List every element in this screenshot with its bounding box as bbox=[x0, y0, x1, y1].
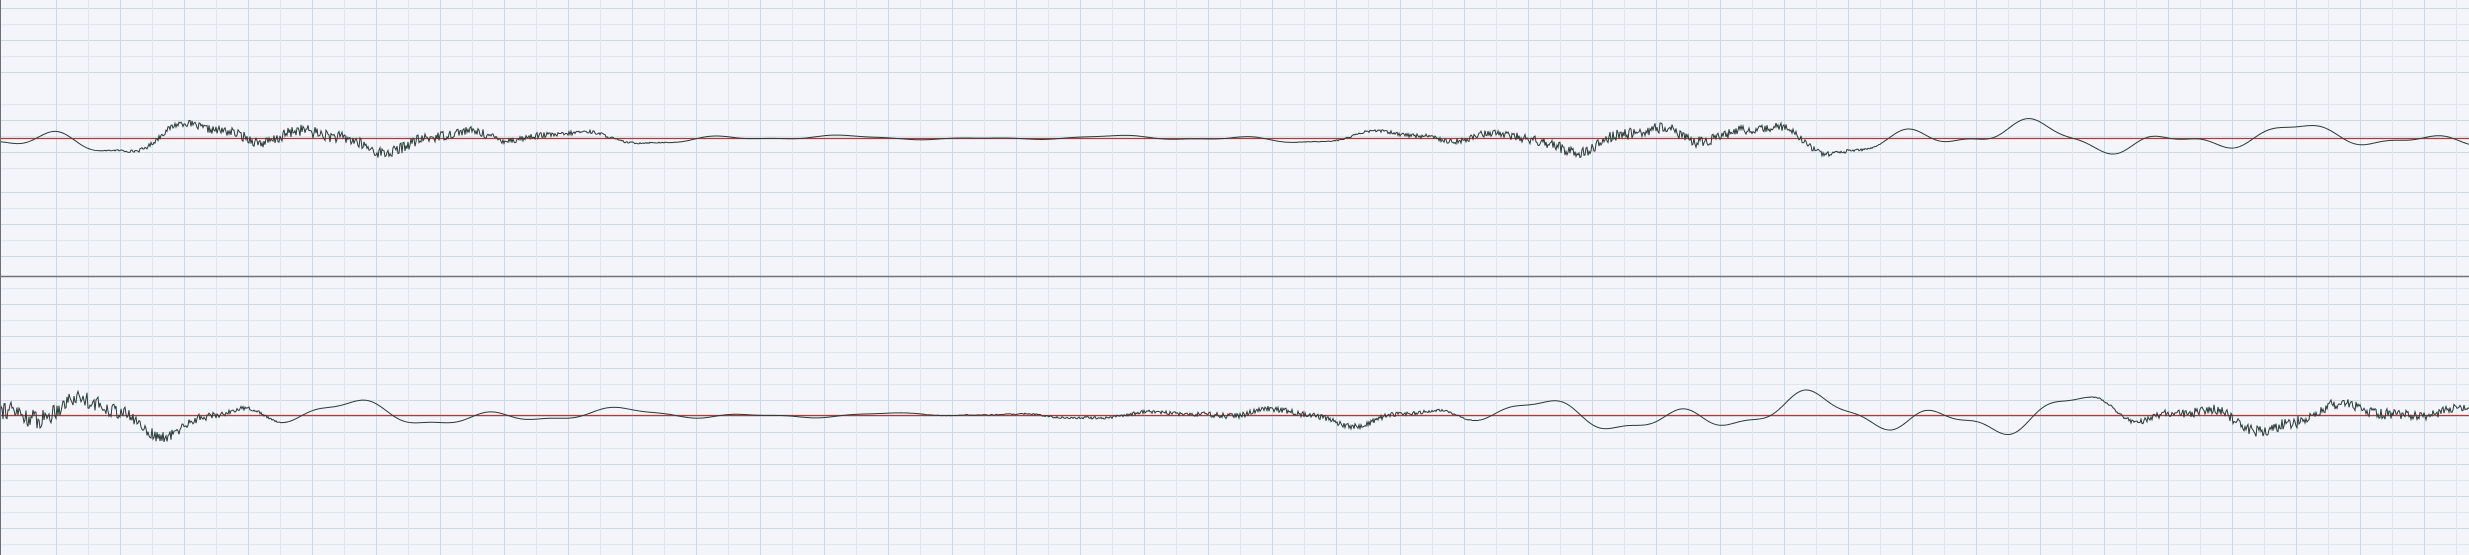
channel-2-track[interactable] bbox=[0, 389, 2469, 443]
channel-1-track[interactable] bbox=[0, 118, 2469, 159]
channel-1-waveform bbox=[0, 118, 2469, 159]
track-left-border bbox=[0, 0, 1, 555]
channel-2-waveform bbox=[0, 389, 2469, 443]
